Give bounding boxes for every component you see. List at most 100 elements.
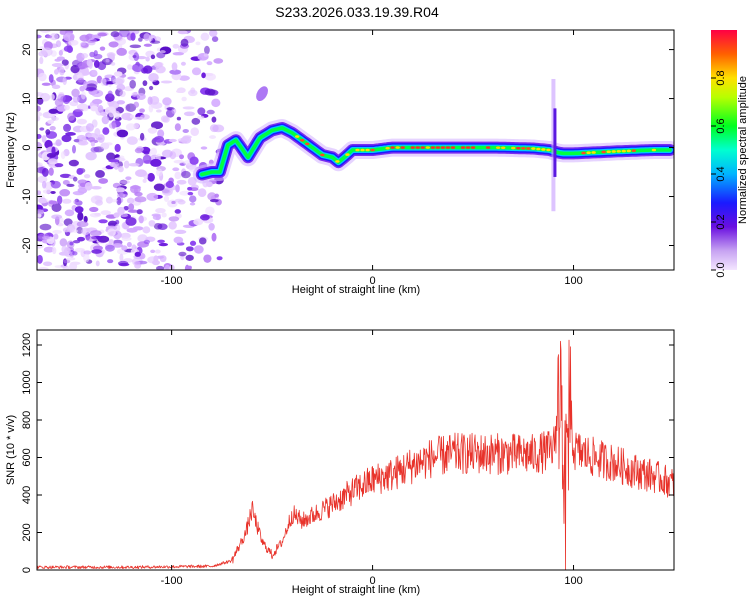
spectrogram-noise-blob (134, 261, 141, 265)
spectrogram-ridge-core (601, 150, 606, 154)
spectrogram-noise-blob (50, 93, 55, 101)
spectrogram-noise-blob (64, 104, 70, 111)
spectrogram-noise-blob (45, 129, 51, 135)
spectrogram-noise-blob (204, 45, 210, 55)
spectrogram-noise-blob (159, 50, 166, 54)
spectrogram-noise-blob (80, 42, 86, 46)
spectrogram-noise-blob (171, 62, 178, 71)
spectrogram-noise-blob (198, 237, 207, 245)
spectrogram-noise-blob (115, 187, 126, 193)
spectrogram-noise-blob (211, 36, 219, 42)
spectrogram-ridge-core (651, 148, 657, 152)
spectrogram-ridge-core (536, 147, 541, 151)
spectrogram-ytick-label: 20 (21, 43, 33, 55)
spectrogram-noise-blob (41, 47, 53, 57)
spectrogram-noise-blob (95, 170, 105, 178)
spectrogram-noise-blob (62, 32, 75, 42)
spectrogram-noise-blob (148, 220, 156, 227)
spectrogram-noise-blob (178, 251, 187, 257)
spectrogram-noise-blob (180, 38, 189, 47)
spectrogram-ridge-core (621, 149, 626, 153)
spectrogram-noise-blob (150, 121, 163, 130)
spectrogram-noise-blob (77, 140, 89, 146)
spectrogram-noise-blob (138, 37, 143, 42)
spectrogram-noise-blob (107, 220, 118, 227)
spectrogram-noise-blob (161, 212, 167, 218)
spectrogram-noise-blob (168, 221, 177, 230)
spectrogram-noise-blob (98, 219, 108, 224)
spectrogram-noise-blob (83, 174, 91, 179)
spectrogram-noise-blob (37, 162, 43, 168)
spectrogram-noise-blob (165, 180, 174, 189)
spectrogram-noise-blob (76, 236, 85, 242)
spectrogram-noise-blob (185, 254, 194, 261)
spectrogram-noise-blob (39, 30, 51, 33)
spectrogram-ridge-core (360, 148, 365, 152)
spectrogram-noise-blob (129, 79, 136, 89)
spectrogram-noise-blob (179, 190, 191, 196)
spectrogram-ridge-core (440, 146, 446, 149)
spectrogram-ridge-core (355, 148, 360, 152)
spectrogram-noise-blob (118, 155, 125, 160)
spectrogram-noise-blob (162, 97, 172, 106)
spectrogram-noise-blob (125, 103, 137, 112)
spectrogram-ridge-core (516, 146, 521, 150)
spectrogram-noise-blob (116, 83, 126, 91)
spectrogram-noise-blob (91, 249, 103, 254)
spectrogram-noise-blob (97, 61, 107, 71)
spectrogram-noise-blob (147, 96, 153, 105)
spectrogram-noise-blob (190, 127, 200, 136)
spectrogram-noise-blob (199, 214, 210, 221)
spectrogram-noise-blob (63, 45, 73, 52)
spectrogram-noise-blob (50, 180, 61, 189)
spectrogram-noise-blob (76, 226, 84, 234)
spectrogram-noise-blob (63, 259, 71, 264)
spectrogram-noise-blob (66, 257, 76, 261)
spectrogram-noise-blob (59, 189, 71, 197)
spectrogram-noise-blob (145, 56, 150, 62)
spectrogram-ytick-label: 10 (21, 92, 33, 104)
spectrogram-noise-blob (91, 89, 104, 98)
spectrogram-noise-blob (71, 88, 80, 98)
spectrogram-noise-blob (48, 158, 58, 165)
spectrogram-noise-blob (53, 233, 59, 240)
spectrogram-noise-blob (98, 178, 109, 184)
spectrogram-noise-blob (147, 172, 155, 182)
spectrogram-ridge-core (631, 149, 637, 153)
spectrogram-noise-blob (105, 142, 113, 146)
spectrogram-noise-blob (66, 183, 75, 188)
spectrogram-noise-blob (71, 144, 76, 154)
spectrogram-noise-blob (172, 52, 184, 56)
spectrogram-noise-blob (168, 216, 180, 222)
spectrogram-noise-blob (114, 143, 121, 153)
spectrogram-noise-blob (123, 205, 129, 211)
spectrogram-noise-blob (84, 181, 93, 191)
spectrogram-noise-blob (97, 32, 108, 37)
spectrogram-ridge-core (616, 149, 621, 153)
spectrogram-noise-blob (87, 137, 96, 142)
spectrogram-noise-blob (37, 266, 49, 270)
spectrogram-noise-blob (37, 105, 41, 112)
spectrogram-noise-blob (86, 58, 92, 67)
spectrogram-noise-blob (112, 182, 121, 189)
spectrogram-noise-blob (85, 151, 97, 161)
spectrogram-noise-blob (43, 246, 55, 253)
spectrogram-ridge-core (420, 146, 426, 149)
spectrogram-noise-blob (71, 229, 79, 233)
colorbar-tick-label: 0.6 (715, 118, 727, 133)
spectrogram-noise-blob (180, 170, 191, 179)
spectrogram-noise-blob (116, 129, 129, 138)
spectrogram-ridge-core (586, 151, 591, 154)
spectrogram-noise-blob (68, 159, 79, 167)
spectrogram-noise-blob (142, 154, 152, 164)
spectrogram-noise-blob (168, 138, 177, 143)
spectrogram-noise-blob (160, 115, 169, 123)
spectrogram-noise-blob (95, 137, 103, 141)
spectrogram-noise-blob (125, 217, 137, 226)
spectrogram-ytick-label: -20 (21, 238, 33, 254)
spectrogram-noise-blob (211, 98, 221, 108)
spectrogram-xtick-label: 100 (564, 275, 582, 287)
colorbar-tick-label: 0.8 (715, 70, 727, 85)
spectrogram-noise-blob (60, 151, 66, 160)
